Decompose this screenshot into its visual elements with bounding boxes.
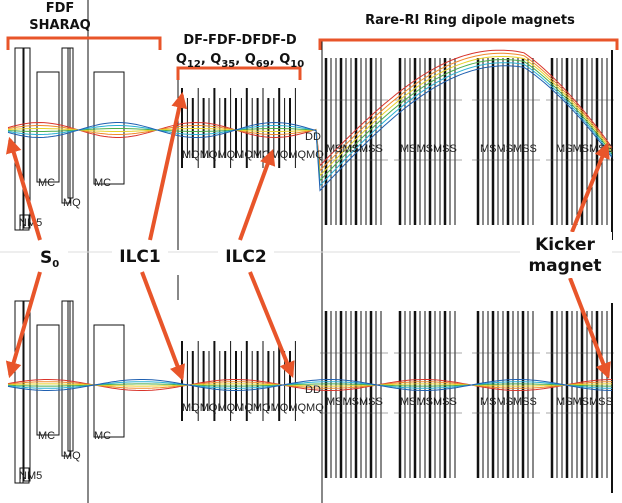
quad-base: Q — [279, 52, 290, 67]
beam-trajectory — [8, 60, 612, 181]
s0-base: S — [40, 248, 52, 268]
magnet — [62, 301, 70, 456]
ilc1-label: ILC1 — [119, 247, 160, 267]
sharaq-line2: SHARAQ — [29, 18, 90, 33]
ilc2-label: ILC2 — [225, 247, 266, 267]
kicker-line1: Kicker — [535, 235, 595, 255]
element-label: MSMSMSS — [326, 143, 383, 155]
element-label: DD — [305, 131, 321, 143]
element-label: MSMSMSS — [400, 396, 457, 408]
brackets — [8, 38, 617, 80]
element-label: MSMSMSS — [326, 396, 383, 408]
arrow — [150, 95, 182, 240]
arrow — [142, 272, 182, 378]
magnet — [15, 48, 23, 230]
element-label: MC — [38, 177, 55, 189]
element-label: MSMSMSS — [480, 143, 537, 155]
beam-trajectory — [8, 66, 612, 191]
quad-sub: 12 — [187, 59, 201, 70]
element-label: MC — [38, 430, 55, 442]
kicker-line2: magnet — [528, 256, 601, 276]
element-label: MSMSMSS — [480, 396, 537, 408]
separator: , — [235, 52, 244, 67]
s0-sub: 0 — [52, 259, 59, 270]
element-label: NM5 — [19, 217, 42, 229]
quad-sub: 69 — [256, 59, 270, 70]
element-label: DD — [305, 384, 321, 396]
diagram: MC MC MQ NM5 MQMQMQMQMQMQMQMQ DD MSMSMSS MSMSMS… — [0, 0, 622, 503]
element-label: MSMSMSS — [556, 396, 613, 408]
element-label: MC — [94, 430, 111, 442]
beam-trajectory — [8, 63, 612, 186]
element-label: MC — [94, 177, 111, 189]
element-label: NM5 — [19, 470, 42, 482]
element-label: MQMQMQMQMQMQMQMQ — [182, 402, 324, 414]
bracket-ring — [320, 40, 617, 50]
element-label: MSMSMSS — [400, 143, 457, 155]
quads-line1: DF-FDF-DFDF-D — [183, 33, 297, 48]
sharaq-line1: FDF — [46, 1, 75, 16]
magnet — [37, 72, 59, 182]
quad-base: Q — [245, 52, 256, 67]
ring-label: Rare-RI Ring dipole magnets — [365, 13, 575, 28]
element-label: MQ — [63, 197, 81, 209]
arrow — [240, 152, 272, 240]
beam-envelopes — [8, 50, 612, 390]
separator: , — [201, 52, 210, 67]
arrow — [250, 272, 292, 375]
quad-base: Q — [176, 52, 187, 67]
quad-sub: 35 — [221, 59, 235, 70]
element-label: MQ — [63, 450, 81, 462]
bracket-sharaq — [8, 38, 160, 50]
quad-base: Q — [210, 52, 221, 67]
element-label: MQMQMQMQMQMQMQMQ — [182, 149, 324, 161]
quad-sub: 10 — [290, 59, 304, 70]
separator: , — [270, 52, 279, 67]
